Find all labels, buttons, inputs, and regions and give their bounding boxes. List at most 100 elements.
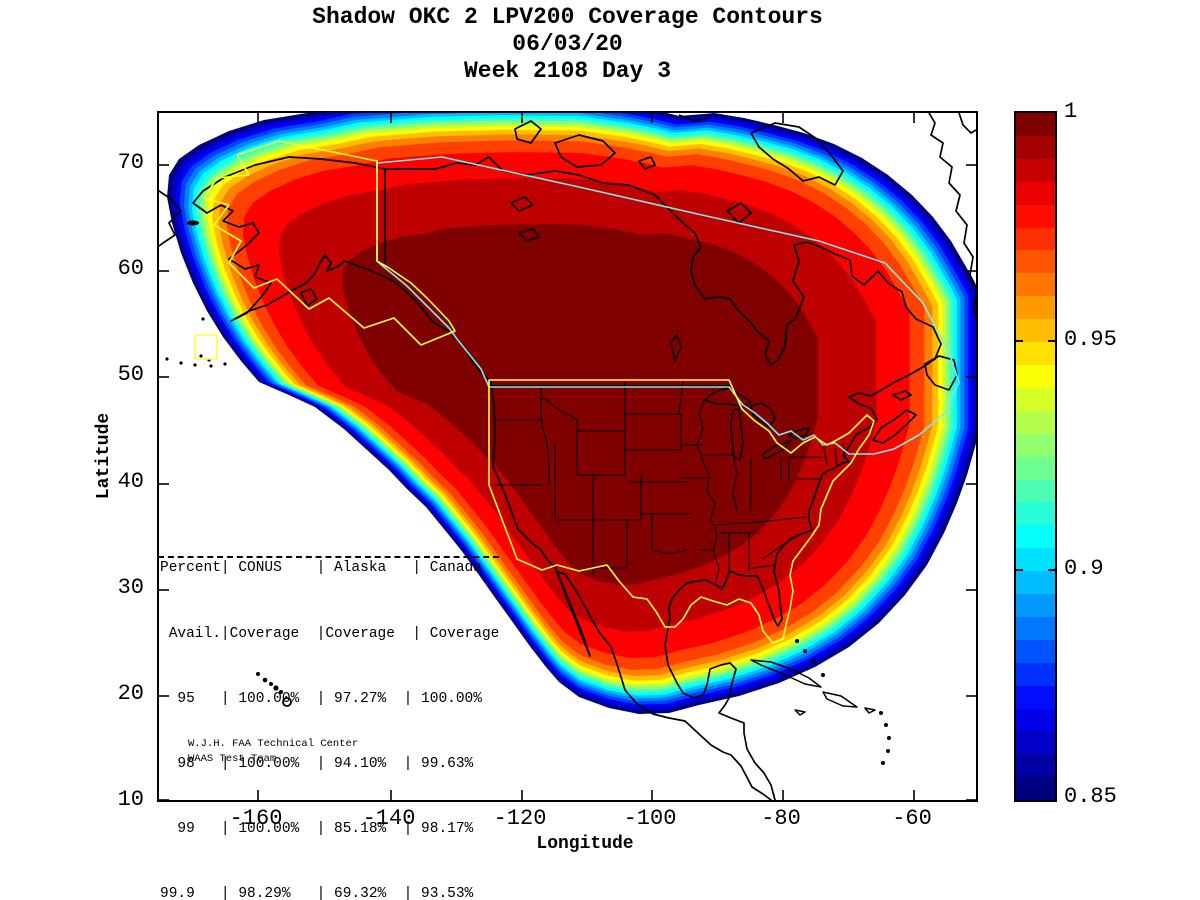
colorbar-tick-label: 1 [1064,99,1078,124]
colorbar-tick-label: 0.95 [1064,327,1117,352]
greenland-northeast-coast [958,113,976,134]
canada-boundary-line [376,156,960,455]
coastline-anticosti-island [892,390,912,401]
jamaica-outline [794,709,806,716]
colorbar-band [1016,387,1055,411]
colorbar-band [1016,456,1055,480]
colorbar-band [1016,113,1055,136]
coverage-table-row: 98 | 100.00% | 94.10% | 99.63% [160,755,474,772]
coverage-table-header-line: Percent| CONUS | Alaska | Canada [160,560,482,577]
y-tick-label: 20 [117,681,144,706]
hawaii-island-dot [273,685,279,691]
x-tick-label: -80 [761,806,801,831]
x-tick-label: -100 [623,806,677,831]
aleutian-island-dot [179,361,183,365]
coastline-newfoundland [924,355,958,391]
alaska-boundary-line [203,140,456,346]
colorbar-band [1016,250,1055,274]
x-tick-label: -60 [892,806,932,831]
colorbar-band [1016,777,1055,801]
colorbar-band [1016,685,1055,709]
colorbar-band [1016,594,1055,617]
figure-title-line-2: 06/03/20 [512,31,623,57]
antilles-island-dot [884,723,888,727]
victoria-island [554,134,616,168]
figure-title-line-3: Week 2108 Day 3 [463,58,672,84]
figure-title-line-1: Shadow OKC 2 LPV200 Coverage Contours [312,4,823,30]
colorbar-band [1016,227,1055,251]
x-tick-label: -120 [493,806,547,831]
bahamas-island-dot [811,659,815,663]
y-tick-label: 40 [117,469,144,494]
colorbar-band [1016,571,1055,595]
bahamas-island-dot [795,639,799,643]
colorbar-band [1016,135,1055,159]
colorbar-band [1016,296,1055,320]
credit-line-2: WAAS Test Team [188,752,277,765]
colorbar-band [1016,479,1055,503]
alaska-boundary-group [194,140,456,360]
st-matthew-island-dot [199,354,203,358]
antilles-island-dot [879,711,883,715]
coastline-nova-scotia [872,409,917,444]
colorbar-tick-mark [1016,340,1023,342]
arctic-islands-outlines [514,113,976,318]
hawaii-islands [256,672,292,707]
y-tick-label: 60 [117,256,144,281]
colorbar-band [1016,525,1055,549]
banks-island [514,120,542,144]
bahamas-island-dot [803,649,807,653]
axis-tick-marks [159,113,976,800]
colorbar-band [1016,342,1055,365]
lake-winnipeg [670,334,682,362]
greenland-west-coast [928,113,976,318]
coastline-kodiak-island [300,288,318,307]
colorbar-band [1016,433,1055,457]
cuba-outline [750,659,822,688]
bahamas-island-dot [821,673,825,677]
antilles-island-dot [886,749,890,753]
hawaii-island-dot [279,690,283,694]
lake-erie [762,439,792,460]
contour-map-svg [159,113,976,800]
antilles-island-dot [887,736,891,740]
aleutian-island-dot [193,363,197,367]
figure-title: Shadow OKC 2 LPV200 Coverage Contours 06… [0,4,1135,85]
colorbar-tick-label: 0.85 [1064,784,1117,809]
hawaii-island-dot [262,677,268,683]
colorbar-band [1016,410,1055,434]
colorbar-tick-mark [1016,569,1023,571]
lake-ontario [788,427,810,440]
colorbar-band [1016,158,1055,182]
colorbar-band [1016,364,1055,388]
coverage-contour-bands [167,113,976,714]
alaska-boundary-small-box [194,334,218,360]
coverage-table: Percent| CONUS | Alaska | Canada Avail.|… [160,515,499,900]
y-tick-label: 10 [117,787,144,812]
caribbean-islands [750,659,876,716]
colorbar-tick-label: 0.9 [1064,556,1104,581]
credit-text: W.J.H. FAA Technical Center WAAS Test Te… [188,737,358,766]
credit-line-1: W.J.H. FAA Technical Center [188,738,359,750]
baffin-island [750,122,844,186]
aleutian-island-dot [223,362,227,366]
colorbar-band [1016,502,1055,526]
coastline-gulf-atlantic-arctic [192,156,942,800]
colorbar-band [1016,181,1055,205]
colorbar-band [1016,319,1055,343]
pribilof-island-dot [201,317,205,321]
great-slave-lake [518,228,540,242]
colorbar-band [1016,616,1055,640]
st-lawrence-island [187,220,199,226]
great-bear-lake [510,196,534,212]
lake-michigan [730,408,744,461]
colorbar-tick-mark [1048,569,1055,571]
hawaii-island-dot [269,682,273,686]
colorbar-tick-mark [1048,340,1055,342]
coverage-table-row: 95 | 100.00% | 97.27% | 100.00% [160,690,482,707]
hawaii-big-island-ring [282,697,292,707]
hawaii-island-dot [256,672,260,676]
colorbar-band [1016,204,1055,228]
x-tick-label: -160 [229,806,283,831]
